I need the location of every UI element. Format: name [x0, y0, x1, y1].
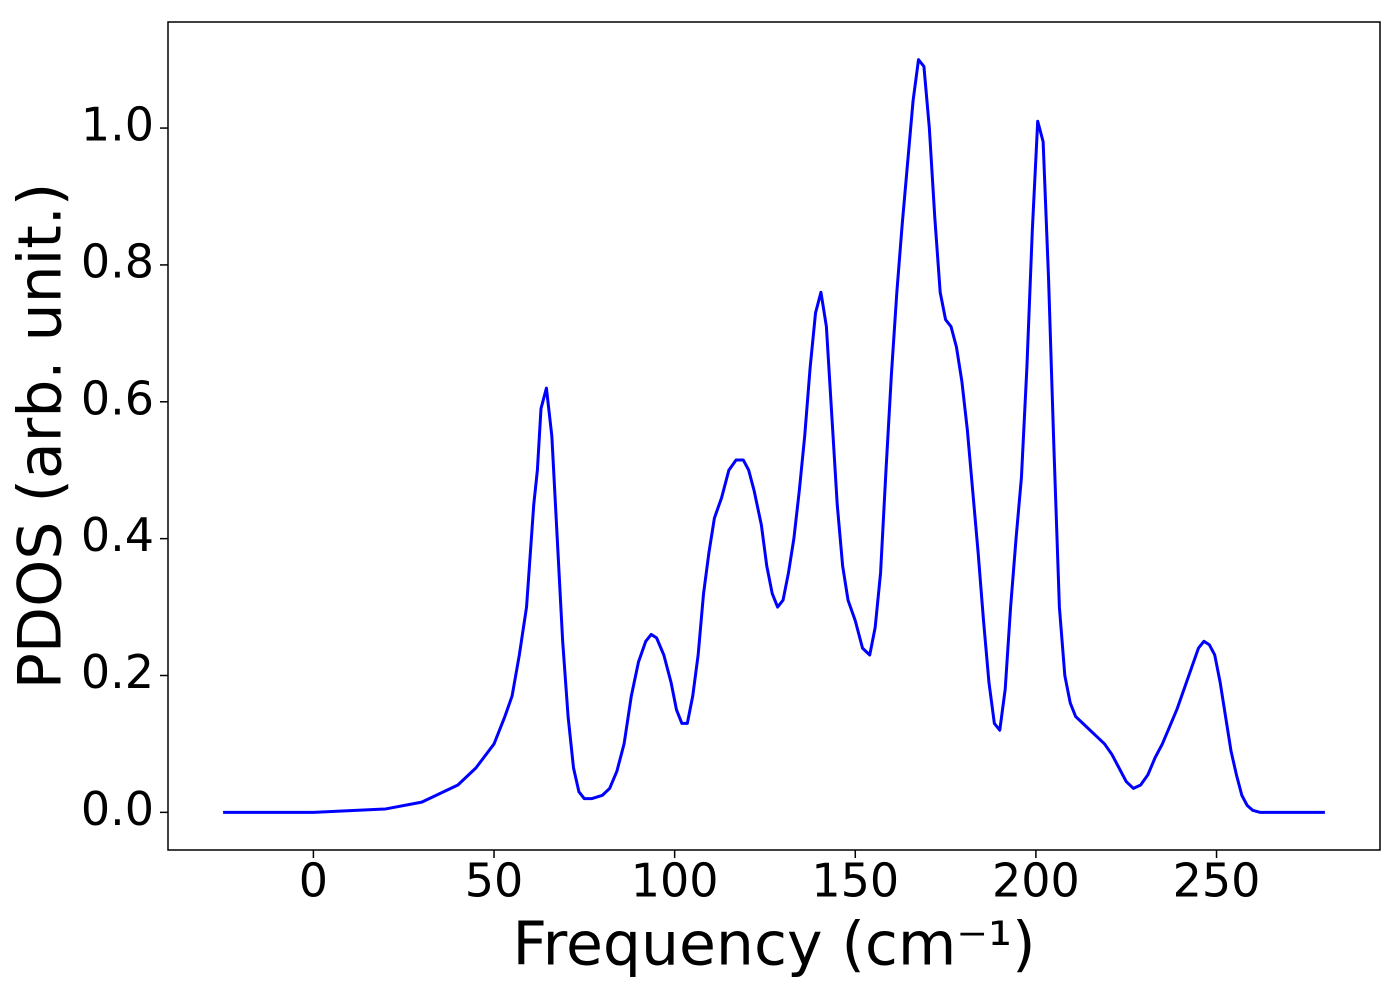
x-tick-label: 50 — [465, 854, 524, 908]
data-line — [223, 58, 1325, 814]
x-tick-label: 250 — [1173, 854, 1261, 908]
x-tick-label: 200 — [992, 854, 1080, 908]
x-tick-label: 100 — [631, 854, 719, 908]
x-tick-label: 150 — [811, 854, 899, 908]
y-axis-label: PDOS (arb. unit.) — [6, 183, 76, 690]
y-tick-label: 0.2 — [81, 645, 154, 699]
x-axis-label: Frequency (cm⁻¹) — [512, 910, 1035, 980]
y-tick-label: 0.4 — [81, 508, 154, 562]
y-tick-label: 0.8 — [81, 234, 154, 288]
plot-frame — [167, 21, 1381, 851]
x-tick-label: 0 — [299, 854, 328, 908]
y-tick-label: 0.0 — [81, 782, 154, 836]
y-tick-label: 0.6 — [81, 371, 154, 425]
y-tick-label: 1.0 — [81, 98, 154, 152]
